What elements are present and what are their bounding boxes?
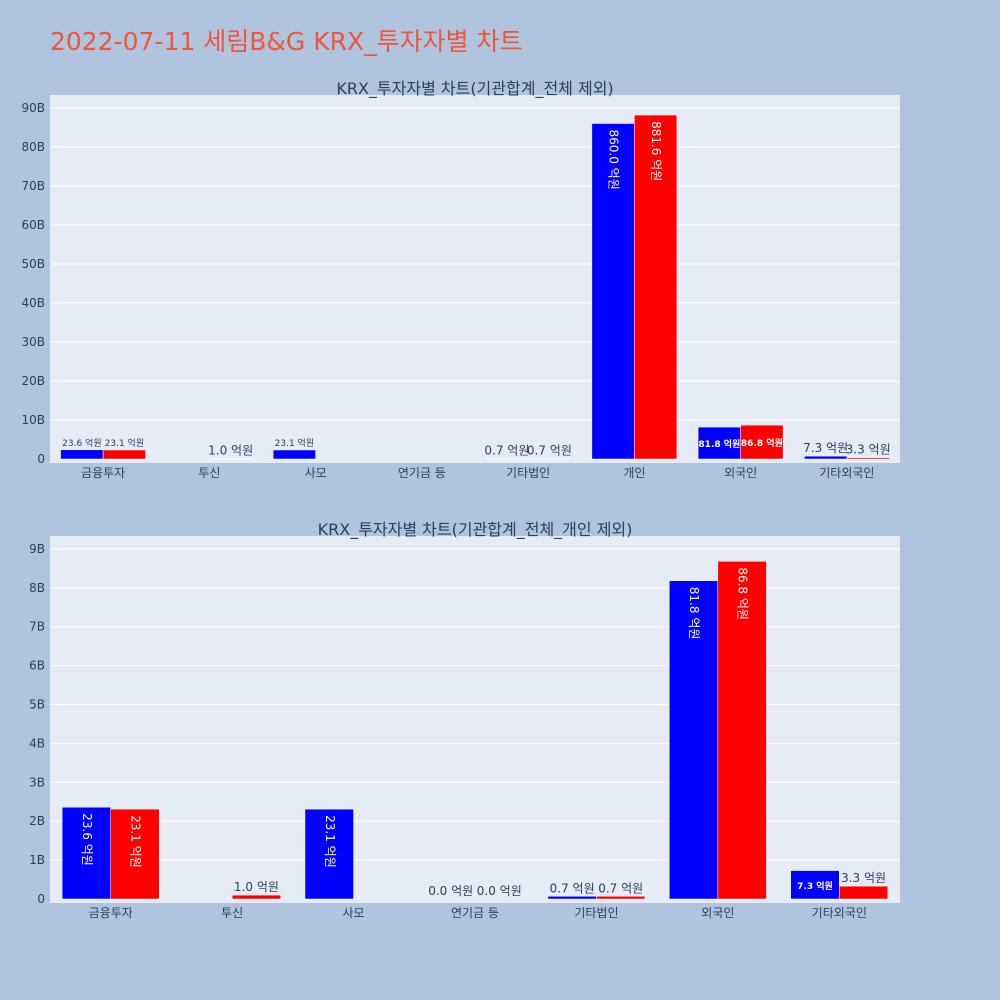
y-tick-label: 30B: [21, 335, 45, 349]
bar: [61, 806, 111, 900]
bar: [804, 455, 848, 460]
data-label: 1.0 억원: [208, 444, 253, 458]
x-tick-label: 기타외국인: [812, 906, 867, 920]
page-title: 2022-07-11 세림B&G KRX_투자자별 차트: [50, 27, 523, 56]
x-tick-label: 사모: [343, 906, 365, 920]
x-tick-label: 투신: [221, 906, 243, 920]
chart-title: KRX_투자자별 차트(기관합계_전체 제외): [336, 79, 613, 99]
y-tick-label: 90B: [21, 101, 45, 115]
x-tick-label: 금융투자: [89, 906, 133, 920]
y-tick-label: 60B: [21, 218, 45, 232]
bar: [846, 457, 890, 460]
bar: [60, 449, 104, 460]
bar: [272, 449, 316, 460]
data-label: 23.6 억원: [62, 437, 101, 449]
y-tick-label: 3B: [29, 775, 45, 789]
y-tick-label: 40B: [21, 296, 45, 310]
y-tick-label: 7B: [29, 620, 45, 634]
data-label: 86.8 억원: [736, 567, 750, 620]
data-label: 881.6 억원: [649, 121, 663, 181]
data-label: 23.1 억원: [129, 815, 143, 868]
bar: [790, 870, 840, 900]
y-tick-label: 8B: [29, 581, 45, 595]
bar: [591, 123, 635, 460]
chart-bottom: KRX_투자자별 차트(기관합계_전체_개인 제외) 0 1B 2B 3B 4B 5B 6B 7…: [29, 520, 900, 920]
y-tick-label: 6B: [29, 659, 45, 673]
x-tick-label: 금융투자: [81, 466, 125, 480]
y-tick-label: 2B: [29, 814, 45, 828]
bar: [740, 424, 784, 460]
bar: [110, 808, 160, 900]
y-tick-label: 0: [37, 452, 45, 466]
data-label: 86.8 억원: [741, 437, 783, 449]
data-label: 0.7 억원: [484, 444, 529, 458]
x-tick-label: 기타외국인: [819, 466, 874, 480]
x-tick-label: 외국인: [701, 906, 734, 920]
data-label: 3.3 억원: [846, 443, 891, 457]
x-tick-label: 기타법인: [506, 466, 550, 480]
data-label: 0.7 억원: [550, 881, 595, 895]
data-label: 23.6 억원: [80, 813, 94, 866]
y-tick-label: 80B: [21, 140, 45, 154]
bar: [547, 896, 597, 900]
bar: [102, 449, 146, 460]
x-tick-label: 연기금 등: [398, 466, 446, 480]
data-label: 81.8 억원: [698, 438, 740, 450]
data-label: 860.0 억원: [607, 130, 621, 190]
data-label: 23.1 억원: [323, 815, 337, 868]
data-label: 7.3 억원: [803, 441, 848, 455]
x-tick-label: 개인: [623, 466, 645, 480]
x-tick-label: 사모: [305, 466, 327, 480]
data-label: 7.3 억원: [797, 880, 833, 892]
bar: [717, 561, 767, 900]
data-label: 0.0 억원: [428, 884, 473, 898]
bar: [839, 885, 889, 900]
y-tick-label: 1B: [29, 853, 45, 867]
data-label: 81.8 억원: [687, 587, 701, 640]
x-tick-label: 연기금 등: [451, 906, 499, 920]
x-tick-label: 외국인: [724, 466, 757, 480]
y-tick-label: 9B: [29, 542, 45, 556]
data-label: 0.7 억원: [598, 881, 643, 895]
plot-area: [50, 536, 900, 903]
data-label: 23.1 억원: [105, 437, 144, 449]
y-tick-label: 4B: [29, 736, 45, 750]
bar: [231, 894, 281, 900]
y-tick-label: 0: [37, 892, 45, 906]
chart-top: KRX_투자자별 차트(기관합계_전체 제외) 0 10B 20B 30B 40B 50B 6…: [21, 79, 900, 480]
bar: [697, 426, 741, 460]
data-label: 23.1 억원: [275, 437, 314, 449]
bar: [634, 114, 678, 460]
y-tick-label: 5B: [29, 697, 45, 711]
data-label: 1.0 억원: [234, 880, 279, 894]
data-label: 3.3 억원: [841, 871, 886, 885]
plot-area: [50, 95, 900, 463]
bar: [669, 580, 719, 900]
x-tick-label: 투신: [198, 466, 220, 480]
chart-title: KRX_투자자별 차트(기관합계_전체_개인 제외): [318, 520, 633, 540]
x-tick-label: 기타법인: [574, 906, 618, 920]
y-tick-label: 50B: [21, 257, 45, 271]
bar: [304, 808, 354, 900]
y-tick-label: 10B: [21, 413, 45, 427]
y-tick-label: 20B: [21, 374, 45, 388]
bar: [596, 896, 646, 900]
data-label: 0.7 억원: [527, 444, 572, 458]
data-label: 0.0 억원: [477, 884, 522, 898]
y-tick-label: 70B: [21, 179, 45, 193]
